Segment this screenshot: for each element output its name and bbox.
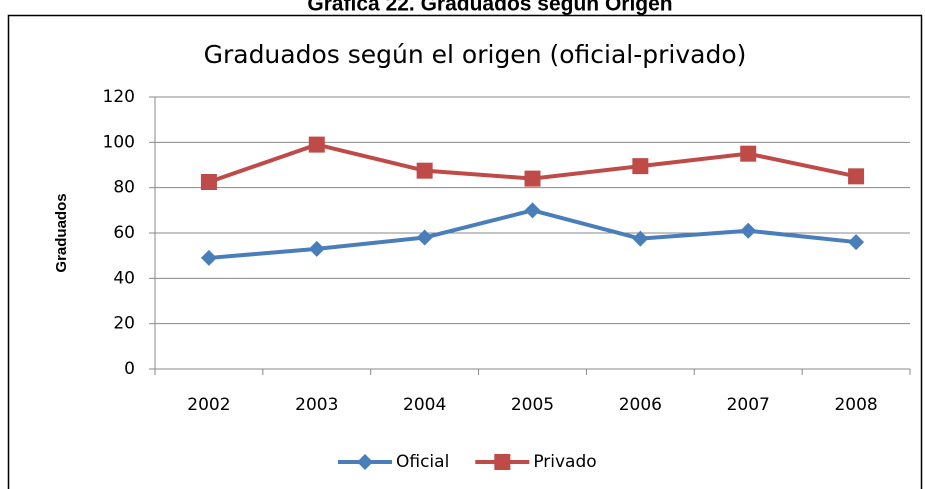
y-tick-label: 80 (113, 178, 135, 198)
x-tick-label: 2006 (619, 395, 662, 415)
y-tick-label: 100 (103, 132, 135, 152)
marker (416, 162, 433, 179)
x-tick-label: 2008 (834, 395, 877, 415)
marker (308, 240, 325, 257)
marker (740, 222, 757, 239)
y-axis-label: Graduados (53, 193, 70, 272)
marker (200, 249, 217, 266)
x-tick-label: 2005 (511, 395, 554, 415)
x-tick-label: 2003 (295, 395, 338, 415)
marker (524, 202, 541, 219)
x-tick-label: 2004 (403, 395, 446, 415)
marker (524, 170, 541, 187)
marker (740, 145, 757, 162)
marker (416, 229, 433, 246)
y-tick-label: 40 (113, 268, 135, 288)
marker (632, 230, 649, 247)
marker (200, 174, 217, 190)
legend-label: Oficial (396, 452, 449, 472)
marker (848, 234, 865, 251)
y-tick-label: 20 (113, 314, 135, 334)
marker (494, 454, 511, 470)
x-tick-label: 2007 (727, 395, 770, 415)
chart-title: Graduados según el origen (oficial-priva… (204, 40, 747, 69)
y-tick-label: 120 (103, 87, 135, 107)
chart-border (7, 14, 923, 489)
marker (632, 158, 649, 175)
caption: Gráfica 22. Graduados según Origen (307, 0, 672, 16)
marker (308, 136, 325, 153)
y-tick-label: 0 (124, 359, 135, 379)
x-tick-label: 2002 (187, 395, 230, 415)
marker (848, 168, 865, 185)
y-tick-label: 60 (113, 223, 135, 243)
marker (357, 454, 373, 470)
legend-label: Privado (533, 452, 596, 472)
